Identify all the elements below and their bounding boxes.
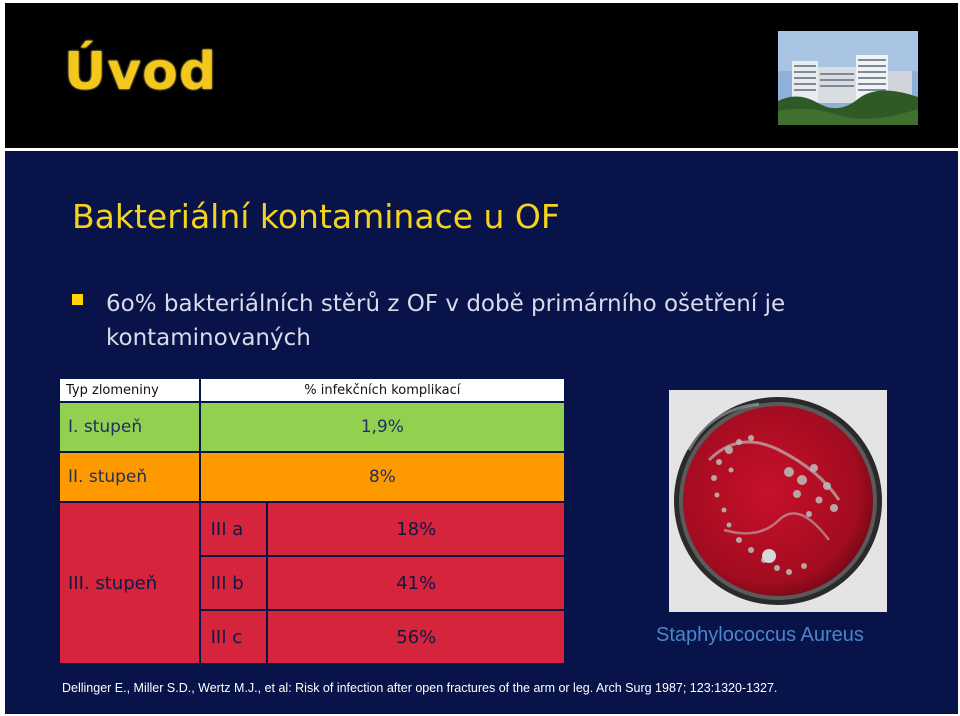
grade-2-label: II. stupeň [58, 451, 201, 503]
slide-title: Úvod [64, 42, 218, 102]
table-row-grade-3b: III b 41% [59, 555, 566, 611]
slide-subtitle: Bakteriální kontaminace u OF [72, 197, 560, 236]
header-infection-rate: % infekčních komplikací [198, 377, 567, 403]
grade-3b-label: III b [198, 555, 269, 611]
grade-3c-value: 56% [266, 609, 566, 665]
grade-2-value: 8% [198, 451, 567, 503]
table-row-grade-3a: III. stupeň III a 18% [58, 501, 566, 665]
hospital-photo [778, 31, 918, 125]
petri-dish-photo [669, 390, 887, 612]
grade-1-value: 1,9% [198, 401, 567, 453]
grade-3a-label: III a [198, 501, 269, 557]
grade-3a-value: 18% [266, 501, 566, 557]
grade-3b-value: 41% [266, 555, 566, 611]
grade-3c-label: III c [198, 609, 269, 665]
image-caption: Staphylococcus Aureus [656, 624, 864, 646]
grade-1-label: I. stupeň [58, 401, 201, 453]
header-fracture-type: Typ zlomeniny [58, 377, 201, 403]
grade-3-label: III. stupeň [58, 501, 201, 665]
bullet-text: 6o% bakteriálních stěrů z OF v době prim… [106, 291, 786, 351]
infection-table: Typ zlomeniny % infekčních komplikací I.… [58, 377, 567, 665]
reference-citation: Dellinger E., Miller S.D., Wertz M.J., e… [62, 681, 778, 695]
table-row-grade-3c: III c 56% [59, 609, 566, 665]
table-row-grade-2: II. stupeň 8% [58, 451, 567, 503]
table-row-grade-1: I. stupeň 1,9% [58, 401, 567, 453]
table-header-row: Typ zlomeniny % infekčních komplikací [58, 377, 567, 403]
bullet-square-icon [72, 294, 83, 305]
